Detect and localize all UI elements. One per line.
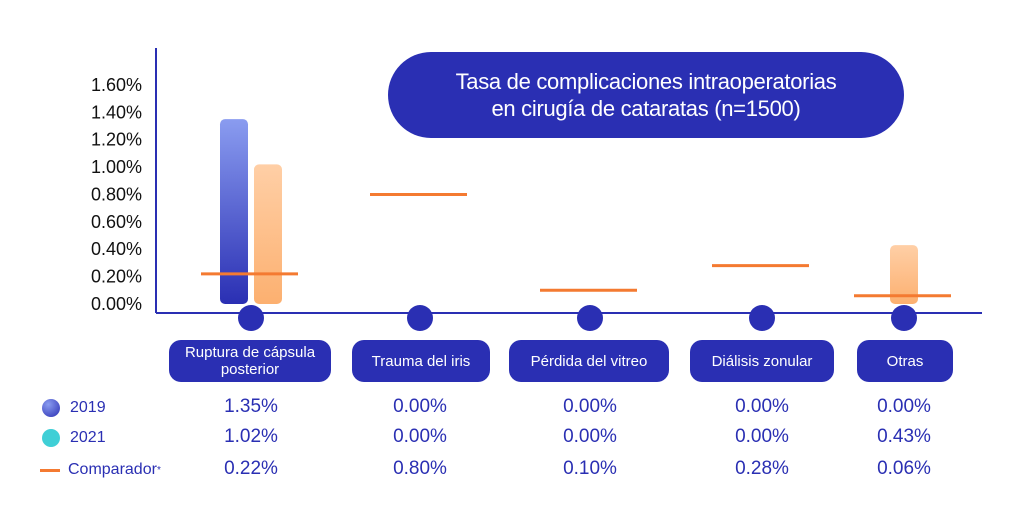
category-label-trauma: Trauma del iris [352,340,490,382]
legend-2019-label: 2019 [70,399,106,416]
legend-2019: 2019 [42,396,106,420]
value-s2021: 0.43% [877,426,931,447]
bar-2021 [254,164,282,304]
value-comparator: 0.22% [224,458,278,479]
category-dot [577,305,603,331]
legend-2019-dot [42,399,60,417]
legend-2021-label: 2021 [70,429,106,446]
y-tick-label: 0.00% [91,294,142,314]
value-comparator: 0.10% [563,458,617,479]
value-s2019: 0.00% [563,396,617,417]
category-label-otras: Otras [857,340,953,382]
legend-comparator-dash [40,468,60,472]
y-tick-label: 0.60% [91,212,142,232]
value-comparator: 0.28% [735,458,789,479]
y-tick-label: 1.00% [91,157,142,177]
value-s2021: 0.00% [393,426,447,447]
category-dot [407,305,433,331]
category-label-ruptura: Ruptura de cápsula posterior [169,340,331,382]
legend-2021-dot [42,429,60,447]
category-label-perdida: Pérdida del vitreo [509,340,669,382]
legend-2021: 2021 [42,426,106,450]
category-dot [749,305,775,331]
legend-comparator-mark: * [156,464,161,476]
value-s2019: 0.00% [877,396,931,417]
value-s2019: 0.00% [735,396,789,417]
title-line-2: en cirugía de cataratas (n=1500) [491,96,801,121]
value-comparator: 0.80% [393,458,447,479]
bar-2021 [890,245,918,304]
category-label-dialisis: Diálisis zonular [690,340,834,382]
y-tick-label: 0.80% [91,184,142,204]
value-s2019: 1.35% [224,396,278,417]
y-tick-label: 0.20% [91,267,142,287]
category-dot [891,305,917,331]
y-tick-label: 1.60% [91,75,142,95]
value-s2021: 1.02% [224,426,278,447]
chart-title: Tasa de complicaciones intraoperatorias … [388,52,904,138]
y-tick-label: 1.40% [91,102,142,122]
title-line-1: Tasa de complicaciones intraoperatorias [455,69,837,94]
value-s2019: 0.00% [393,396,447,417]
value-s2021: 0.00% [563,426,617,447]
y-tick-label: 0.40% [91,239,142,259]
y-tick-label: 1.20% [91,130,142,150]
category-dot [238,305,264,331]
bar-2019 [220,119,248,304]
legend-comparator: Comparador * [40,458,161,482]
value-comparator: 0.06% [877,458,931,479]
legend-comparator-label: Comparador [68,461,157,478]
value-s2021: 0.00% [735,426,789,447]
